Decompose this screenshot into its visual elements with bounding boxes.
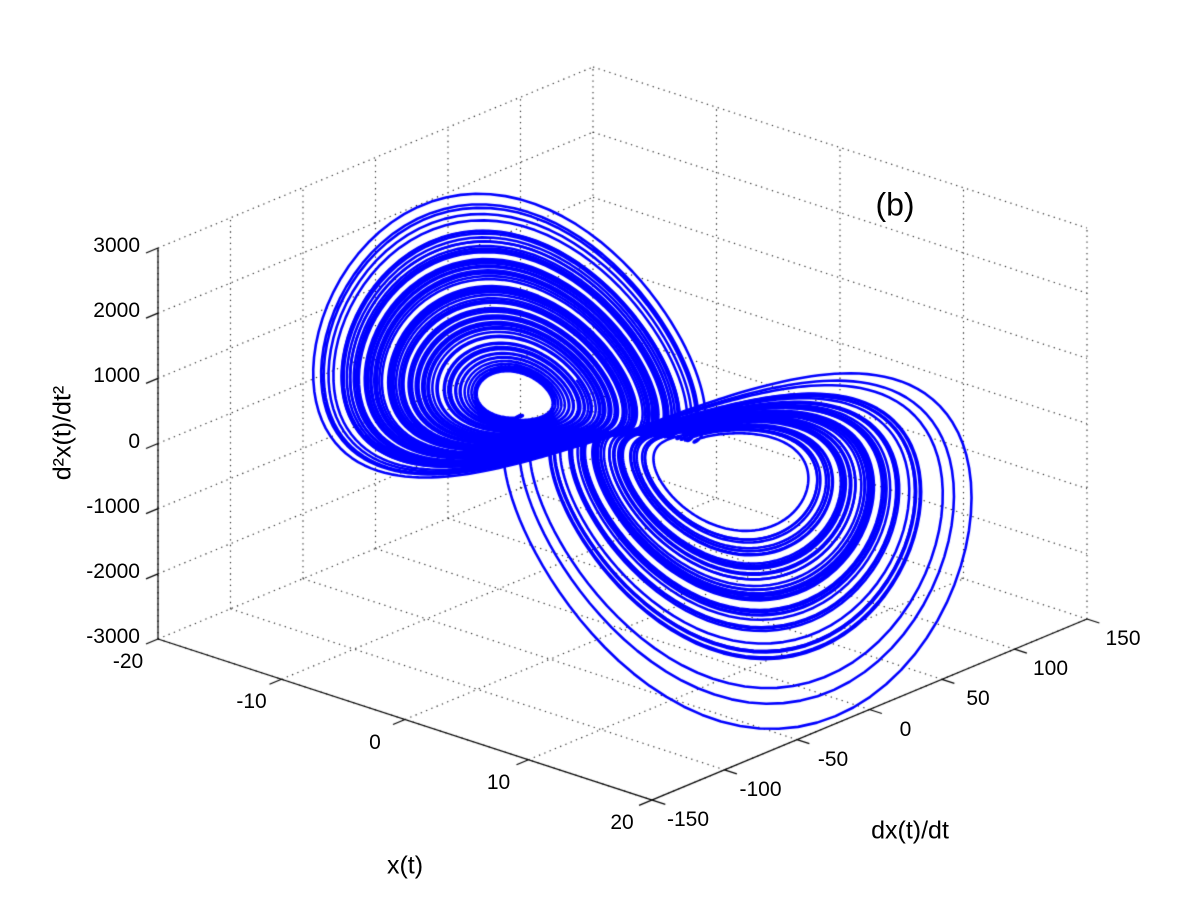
- y-axis-label: dx(t)/dt: [871, 816, 949, 845]
- x-tick-label: 0: [369, 730, 381, 754]
- y-tick-label: -100: [739, 777, 782, 801]
- x-axis-label: x(t): [386, 851, 424, 880]
- subfigure-label: (b): [875, 186, 915, 223]
- z-tick-label: -2000: [86, 559, 140, 583]
- z-tick-label: 1000: [93, 364, 140, 388]
- x-tick-label: -10: [236, 690, 267, 714]
- x-tick-label: 10: [486, 770, 511, 794]
- z-axis-label: d²x(t)/dt²: [48, 385, 77, 481]
- z-tick-label: 0: [128, 429, 140, 453]
- z-tick-label: -1000: [86, 494, 140, 518]
- z-tick-label: 3000: [93, 234, 140, 257]
- x-tick-label: 20: [610, 811, 634, 834]
- z-tick-label: -3000: [86, 625, 140, 648]
- y-tick-label: -150: [666, 808, 710, 831]
- x-tick-label: -20: [112, 650, 144, 673]
- y-tick-label: 50: [966, 687, 990, 711]
- y-tick-label: 100: [1032, 657, 1069, 681]
- y-tick-label: 150: [1105, 627, 1141, 650]
- y-tick-label: 0: [899, 717, 912, 741]
- z-tick-label: 2000: [93, 299, 140, 323]
- y-tick-label: -50: [817, 747, 849, 771]
